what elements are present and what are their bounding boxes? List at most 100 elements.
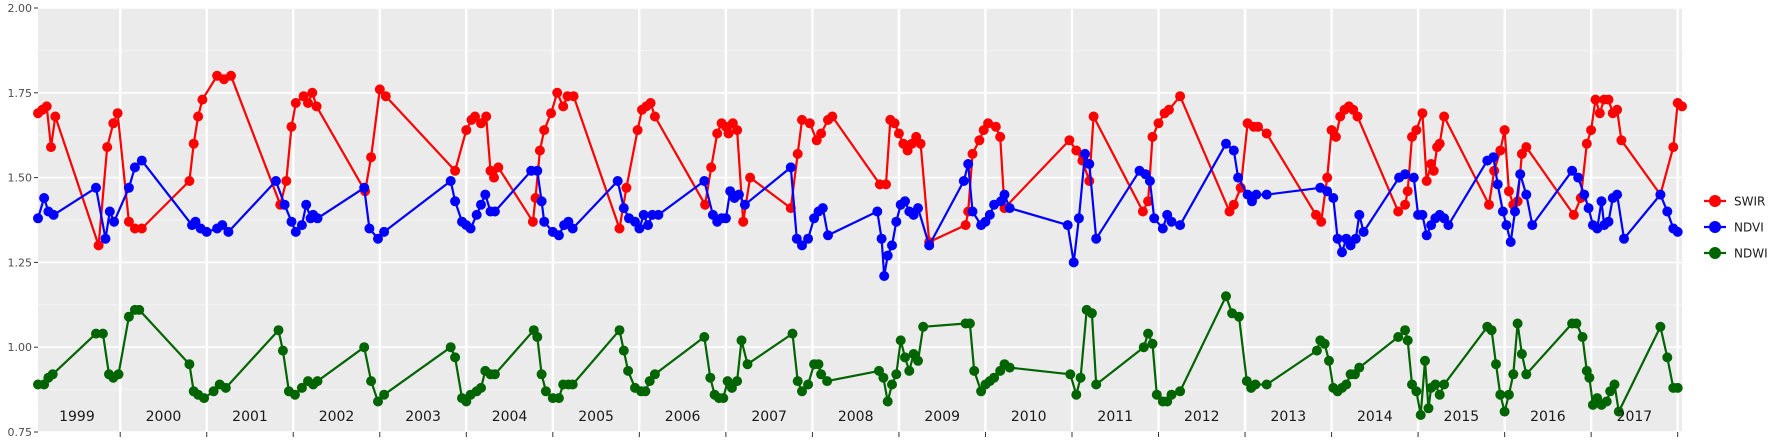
data-point-swir <box>534 145 545 156</box>
data-point-ndwi <box>1319 338 1330 349</box>
data-point-ndwi <box>913 355 923 366</box>
data-point-ndwi <box>649 369 660 380</box>
data-point-ndwi <box>1147 338 1158 349</box>
data-point-swir <box>1153 118 1164 129</box>
data-point-swir <box>1568 209 1579 220</box>
data-point-ndvi <box>190 216 201 227</box>
data-point-swir <box>461 125 472 136</box>
data-point-ndwi <box>900 352 910 363</box>
data-point-swir <box>193 111 204 122</box>
data-point-ndvi <box>634 223 645 234</box>
data-point-ndvi <box>286 216 297 227</box>
data-point-ndvi <box>967 206 978 217</box>
data-point-ndwi <box>787 328 798 339</box>
data-point-ndwi <box>882 396 893 407</box>
data-point-ndwi <box>1495 389 1506 400</box>
data-point-ndvi <box>301 199 312 210</box>
data-point-ndvi <box>1443 220 1454 231</box>
data-point-swir <box>632 125 643 136</box>
data-point-ndwi <box>1430 379 1441 390</box>
data-point-ndvi <box>359 182 370 193</box>
year-label: 2014 <box>1357 409 1393 425</box>
data-point-ndwi <box>1402 335 1413 346</box>
data-point-swir <box>188 138 199 149</box>
data-point-ndvi <box>1233 172 1244 183</box>
data-point-ndvi <box>891 216 902 227</box>
data-point-ndwi <box>373 396 383 407</box>
data-point-swir <box>827 111 838 122</box>
data-point-ndwi <box>1609 379 1620 390</box>
data-point-ndwi <box>742 359 753 370</box>
data-point-swir <box>1352 111 1363 122</box>
data-point-swir <box>102 142 113 153</box>
data-point-swir <box>960 220 971 231</box>
data-point-ndwi <box>1324 355 1334 366</box>
series-ndvi <box>33 138 1683 281</box>
data-point-swir <box>1677 101 1687 112</box>
data-point-swir <box>527 216 538 227</box>
data-point-ndvi <box>1221 138 1231 149</box>
data-point-ndwi <box>1613 406 1624 417</box>
data-point-swir <box>1261 128 1272 139</box>
data-point-ndwi <box>290 389 300 400</box>
data-point-swir <box>93 240 104 251</box>
data-point-ndwi <box>1601 396 1612 407</box>
data-point-swir <box>804 118 815 129</box>
data-point-ndvi <box>817 203 828 214</box>
data-point-swir <box>1603 94 1614 105</box>
data-point-ndvi <box>1527 220 1538 231</box>
data-point-ndwi <box>1672 382 1683 393</box>
year-label: 2010 <box>1011 409 1047 425</box>
data-point-swir <box>745 172 756 183</box>
data-point-swir <box>1330 131 1341 142</box>
data-point-swir <box>990 121 1001 132</box>
data-point-ndvi <box>733 189 744 200</box>
data-point-ndvi <box>129 162 140 173</box>
data-point-swir <box>558 101 569 112</box>
data-point-ndwi <box>553 393 564 404</box>
data-point-ndvi <box>39 193 50 203</box>
data-point-swir <box>380 91 391 102</box>
data-point-ndwi <box>989 372 1000 383</box>
data-point-ndwi <box>1434 389 1445 400</box>
data-point-ndwi <box>312 376 323 387</box>
data-point-swir <box>1316 216 1327 227</box>
data-point-swir <box>281 176 292 186</box>
data-point-ndvi <box>1251 189 1262 200</box>
data-point-ndwi <box>904 365 915 376</box>
data-point-ndvi <box>720 213 731 224</box>
y-axis: 0.75 1.00 1.25 1.50 1.75 2.00 <box>8 2 38 439</box>
data-point-ndvi <box>924 240 935 251</box>
data-point-ndwi <box>726 382 737 393</box>
y-tick-label: 0.75 <box>8 426 33 439</box>
data-point-ndwi <box>918 321 929 332</box>
y-tick-label: 1.25 <box>8 256 33 269</box>
data-point-ndwi <box>1261 379 1272 390</box>
data-point-swir <box>1439 111 1450 122</box>
data-point-ndvi <box>1515 169 1526 180</box>
data-point-swir <box>476 118 486 129</box>
data-point-ndwi <box>803 379 814 390</box>
data-point-ndwi <box>489 369 500 380</box>
data-point-ndwi <box>1491 359 1501 370</box>
data-point-ndvi <box>445 176 456 186</box>
data-point-ndwi <box>47 369 58 380</box>
legend-item-ndvi: NDVI <box>1704 221 1764 235</box>
data-point-ndwi <box>891 369 902 380</box>
data-point-ndwi <box>296 382 307 393</box>
data-point-ndwi <box>822 376 833 387</box>
data-point-ndvi <box>876 233 887 244</box>
data-point-swir <box>1503 186 1514 197</box>
data-point-ndwi <box>1420 355 1430 366</box>
data-point-ndvi <box>1510 206 1520 217</box>
data-point-swir <box>797 114 807 125</box>
data-point-ndvi <box>1004 203 1015 214</box>
data-point-swir <box>470 111 480 122</box>
data-point-swir <box>366 152 377 163</box>
data-point-ndwi <box>816 369 827 380</box>
data-point-swir <box>1311 209 1321 220</box>
data-point-swir <box>1616 135 1627 146</box>
data-point-ndwi <box>736 335 747 346</box>
data-point-ndwi <box>1250 379 1261 390</box>
data-point-swir <box>1088 111 1099 122</box>
